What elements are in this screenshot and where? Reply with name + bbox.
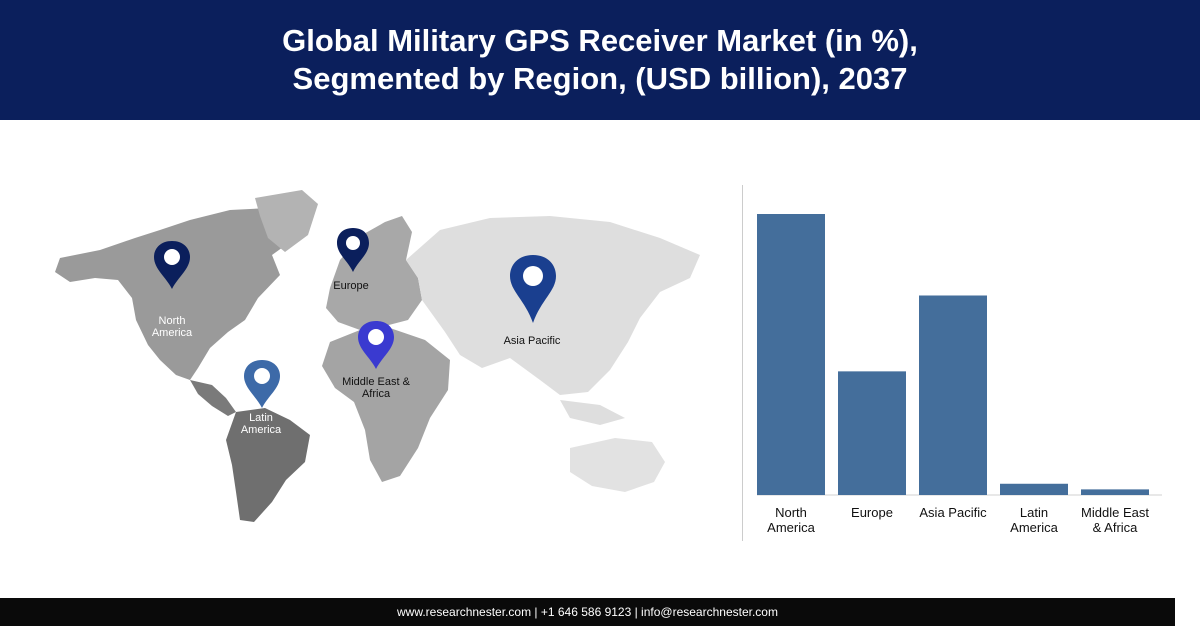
latin-america-pin-icon: [244, 360, 280, 408]
x-tick-label-line: & Africa: [1092, 520, 1138, 535]
asia-shape: [406, 216, 700, 395]
middle-east-africa-pin-label: Middle East & Africa: [342, 376, 410, 400]
europe-pin-icon: [337, 228, 369, 272]
header-banner: Global Military GPS Receiver Market (in …: [0, 0, 1200, 120]
bar-latin-america: [1000, 483, 1068, 495]
bar-north-america: [757, 214, 825, 495]
x-tick-label-line: America: [1010, 520, 1058, 535]
x-tick-label: North America: [749, 505, 833, 535]
x-tick-label-line: Latin: [1019, 505, 1049, 520]
world-map-shapes: [55, 190, 700, 522]
asia-pacific-pin-icon: [510, 255, 556, 323]
middle-east-africa-pin-icon: [358, 321, 394, 369]
north-america-label-line-1: North: [158, 315, 186, 327]
footer-bar: www.researchnester.com | +1 646 586 9123…: [0, 598, 1175, 626]
southeast-asia-shape: [560, 400, 625, 425]
north-america-shape: [55, 208, 295, 380]
bar-middle-east-africa: [1081, 489, 1149, 495]
greenland-shape: [255, 190, 318, 252]
x-tick-label: Middle East & Africa: [1073, 505, 1157, 535]
north-america-label-line-2: America: [151, 327, 193, 339]
x-tick-label: Europe: [830, 505, 914, 520]
latin-america-label-line-2: America: [240, 424, 282, 436]
middle-east-africa-label-line-2: Africa: [361, 388, 391, 400]
footer-contact-text: www.researchnester.com | +1 646 586 9123…: [397, 605, 778, 619]
latin-america-label-line-1: Latin: [249, 412, 273, 424]
bar-chart-plot: [757, 214, 1162, 496]
asia-pacific-pin-label: Asia Pacific: [504, 335, 561, 347]
europe-label-line-1: Europe: [333, 280, 369, 292]
region-bar-chart: North America Europe Asia Pacific Latin Ameri…: [745, 185, 1185, 545]
central-america-shape: [190, 380, 236, 416]
north-america-pin-icon: [154, 241, 190, 289]
x-tick-label-line: Asia Pacific: [919, 505, 987, 520]
australia-shape: [570, 438, 665, 492]
x-tick-label-line: Europe: [851, 505, 893, 520]
latin-america-pin-label: Latin America: [241, 412, 281, 436]
south-america-shape: [226, 408, 310, 522]
x-tick-label-line: North: [775, 505, 807, 520]
europe-pin-label: Europe: [333, 280, 368, 292]
page-title-line-1: Global Military GPS Receiver Market (in …: [282, 23, 918, 58]
europe-shape: [326, 216, 422, 330]
world-map: North America Europe Asia Pacific Middle…: [40, 180, 720, 530]
x-tick-label: Latin America: [992, 505, 1076, 535]
x-tick-label: Asia Pacific: [911, 505, 995, 520]
x-tick-label-line: Middle East: [1081, 505, 1149, 520]
asia-pacific-label-line-1: Asia Pacific: [503, 335, 561, 347]
panel-divider: [742, 185, 743, 541]
page-title-line-2: Segmented by Region, (USD billion), 2037: [292, 61, 908, 96]
x-tick-label-line: America: [767, 520, 815, 535]
bar-asia-pacific: [919, 295, 987, 495]
north-america-pin-label: North America: [152, 315, 192, 339]
bar-europe: [838, 371, 906, 495]
map-pins: [154, 228, 556, 408]
africa-shape: [322, 328, 450, 482]
middle-east-africa-label-line-1: Middle East &: [342, 376, 410, 388]
